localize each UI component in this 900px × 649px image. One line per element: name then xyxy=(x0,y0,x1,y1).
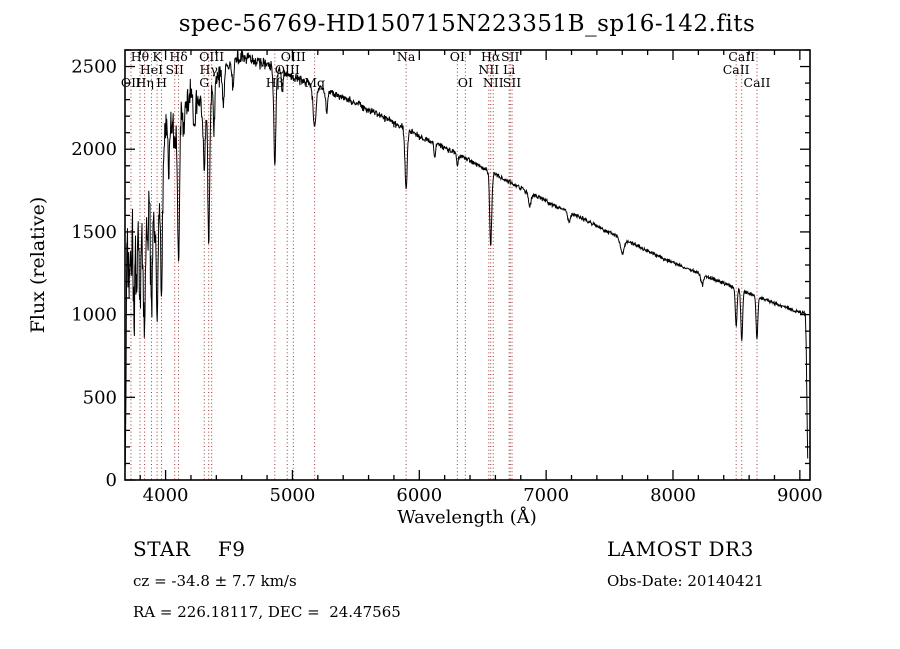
x-tick-label: 9000 xyxy=(777,485,823,506)
x-tick-label: 8000 xyxy=(650,485,696,506)
y-tick-labels: 0 500 1000 1500 2000 2500 xyxy=(71,57,117,491)
line-label-Li: Li xyxy=(503,62,515,77)
obs-date-text: Obs-Date: 20140421 xyxy=(607,572,764,590)
line-label-SII: SII xyxy=(503,75,522,90)
line-label-OI: OI xyxy=(458,75,473,90)
x-tick-labels: 4000 5000 6000 7000 8000 9000 xyxy=(143,485,823,506)
spectrum-line xyxy=(124,50,809,467)
line-label-OIII: OIII xyxy=(281,49,306,64)
y-tick-label: 2500 xyxy=(71,57,117,78)
coordinates-text: RA = 226.18117, DEC = 24.47565 xyxy=(133,603,401,621)
line-label-G: G xyxy=(199,75,209,90)
line-label-OI: OI xyxy=(450,49,465,64)
line-label-H: H xyxy=(156,75,167,90)
line-label-OIII: OIII xyxy=(199,49,224,64)
spectral-line-markers xyxy=(130,50,758,480)
line-label-SII: SII xyxy=(165,62,184,77)
axis-ticks xyxy=(125,49,810,481)
survey-text: LAMOST DR3 xyxy=(607,537,754,561)
line-label-NII: NII xyxy=(478,62,499,77)
x-tick-label: 7000 xyxy=(523,485,569,506)
line-label-CaII: CaII xyxy=(723,62,750,77)
radial-velocity-text: cz = -34.8 ± 7.7 km/s xyxy=(133,572,297,590)
line-label-HeI: HeI xyxy=(140,62,163,77)
y-tick-label: 1500 xyxy=(71,222,117,243)
line-label-CaII: CaII xyxy=(744,75,771,90)
line-label-SII: SII xyxy=(501,49,520,64)
y-tick-label: 2000 xyxy=(71,139,117,160)
line-label-NII: NII xyxy=(483,75,504,90)
chart-title: spec-56769-HD150715N223351B_sp16-142.fit… xyxy=(179,11,756,37)
x-axis-label: Wavelength (Å) xyxy=(397,506,537,528)
y-tick-label: 500 xyxy=(83,387,117,408)
y-tick-label: 1000 xyxy=(71,305,117,326)
line-label-Na: Na xyxy=(397,49,416,64)
y-tick-label: 0 xyxy=(106,470,117,491)
line-label-Hγ: Hγ xyxy=(200,62,218,77)
line-label-Hη: Hη xyxy=(135,75,153,90)
x-tick-label: 4000 xyxy=(143,485,189,506)
object-class-text: STAR F9 xyxy=(133,537,246,561)
plot-frame xyxy=(124,49,811,481)
line-label-Hβ: Hβ xyxy=(266,75,284,90)
line-label-OII: OII xyxy=(121,75,141,90)
line-label-Hθ: Hθ xyxy=(131,49,149,64)
line-label-Hδ: Hδ xyxy=(169,49,187,64)
line-label-K: K xyxy=(152,49,162,64)
x-tick-label: 5000 xyxy=(270,485,316,506)
x-tick-label: 6000 xyxy=(396,485,442,506)
y-axis-label: Flux (relative) xyxy=(27,197,49,334)
